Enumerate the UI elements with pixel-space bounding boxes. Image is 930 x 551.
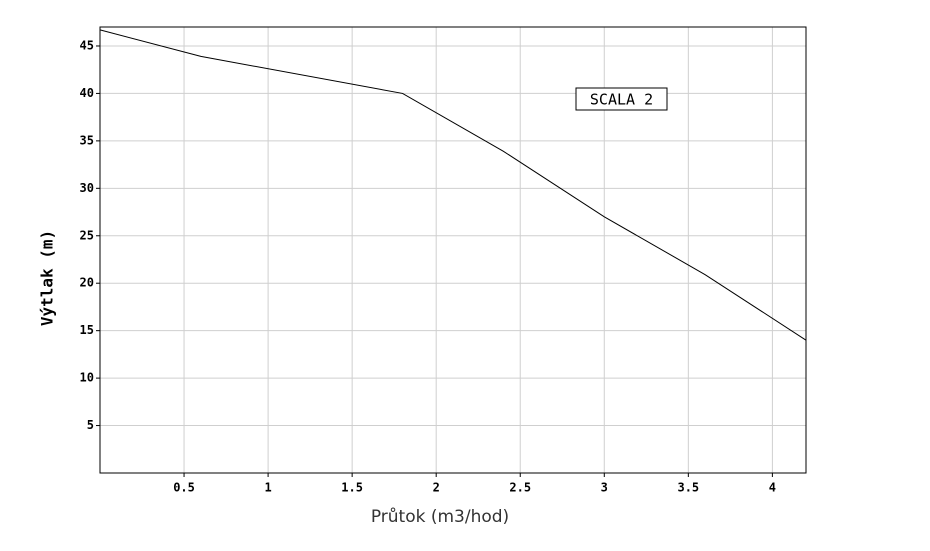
y-tick-label: 35: [80, 133, 94, 147]
y-tick-label: 30: [80, 181, 94, 195]
annotation-box: [575, 87, 668, 111]
plot-frame: [99, 26, 807, 474]
grid: [100, 27, 806, 473]
y-tick-label: 15: [80, 323, 94, 337]
x-tick-label: 3.5: [677, 481, 699, 495]
x-axis-label: Průtok (m3/hod): [371, 507, 509, 527]
x-tick-label: 3: [601, 481, 608, 495]
y-tick-label: 40: [80, 86, 94, 100]
x-tick-label: 1.5: [341, 481, 363, 495]
data-line: [99, 29, 807, 341]
y-tick-label: 20: [80, 276, 94, 290]
x-tick-label: 1: [264, 481, 271, 495]
annotation: SCALA 2: [590, 91, 653, 109]
y-tick-label: 25: [80, 228, 94, 242]
x-tick-label: 2: [433, 481, 440, 495]
y-tick-label: 45: [80, 38, 94, 52]
x-tick-label: 2.5: [509, 481, 531, 495]
y-axis-label: Výtlak (m): [38, 230, 57, 326]
x-tick-label: 0.5: [173, 481, 195, 495]
y-tick-label: 5: [87, 418, 94, 432]
x-tick-label: 4: [769, 481, 776, 495]
y-tick-label: 10: [80, 371, 94, 385]
